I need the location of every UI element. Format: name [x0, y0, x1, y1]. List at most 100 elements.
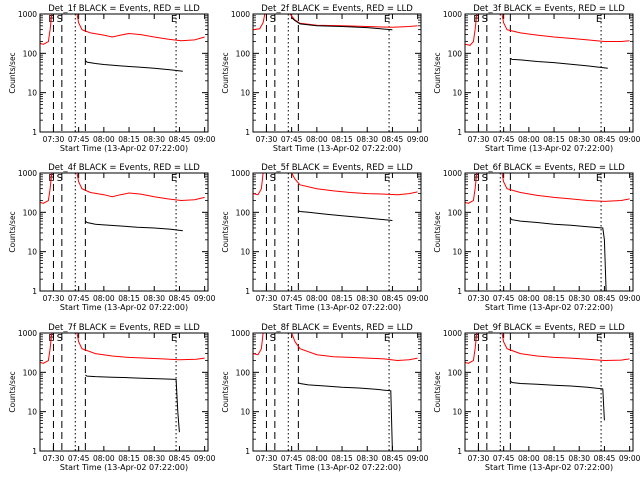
x-tick-label: 07:30 — [43, 294, 65, 303]
panel-title: Det_6f BLACK = Events, RED = LLD — [473, 163, 625, 173]
x-tick-label: 08:45 — [169, 294, 191, 303]
panel-title: Det_1f BLACK = Events, RED = LLD — [48, 4, 200, 14]
lld-series-line — [253, 173, 418, 196]
y-tick-label: 1 — [457, 287, 462, 296]
detector-panel: Det_7f BLACK = Events, RED = LLD 07:30 07:… — [8, 323, 216, 472]
x-tick-label: 07:45 — [281, 135, 303, 144]
panel-title: Det_3f BLACK = Events, RED = LLD — [473, 4, 625, 14]
x-tick-label: 08:00 — [93, 135, 115, 144]
y-tick-label: 1000 — [231, 169, 250, 178]
x-tick-label: 07:30 — [43, 135, 65, 144]
lld-series-line — [465, 333, 630, 364]
event-marker-label: E — [171, 173, 177, 184]
x-tick-label: 08:45 — [594, 454, 616, 463]
y-tick-label: 10 — [27, 89, 37, 98]
x-tick-label: 08:30 — [143, 454, 165, 463]
x-tick-label: 07:45 — [281, 454, 303, 463]
detector-panel: Det_9f BLACK = Events, RED = LLD 07:30 07:… — [433, 323, 640, 472]
x-tick-label: 07:30 — [256, 294, 278, 303]
x-tick-label: 08:00 — [306, 454, 328, 463]
x-tick-label: 07:45 — [493, 294, 515, 303]
event-marker-label: S — [270, 173, 276, 184]
y-tick-label: 100 — [23, 49, 38, 58]
x-axis-label: Start Time (13-Apr-02 07:22:00) — [485, 144, 613, 153]
y-axis-label: Counts/sec — [433, 371, 442, 412]
x-tick-label: 08:45 — [382, 135, 404, 144]
x-tick-label: 09:00 — [407, 135, 429, 144]
detector-panel: Det_3f BLACK = Events, RED = LLD 07:30 07:… — [433, 4, 640, 153]
event-marker-label: S — [270, 333, 276, 344]
x-tick-label: 08:00 — [93, 454, 115, 463]
events-series-line — [510, 218, 607, 291]
y-axis-label: Counts/sec — [433, 52, 442, 93]
x-tick-label: 08:00 — [93, 294, 115, 303]
panel-title: Det_5f BLACK = Events, RED = LLD — [261, 163, 413, 173]
y-tick-label: 10 — [27, 408, 37, 417]
x-tick-label: 07:45 — [68, 294, 90, 303]
event-marker-label: S — [270, 14, 276, 25]
x-tick-label: 08:15 — [543, 294, 565, 303]
y-axis-label: Counts/sec — [433, 211, 442, 252]
y-tick-label: 1 — [245, 128, 250, 137]
x-axis-label: Start Time (13-Apr-02 07:22:00) — [485, 463, 613, 472]
x-tick-label: 07:45 — [281, 294, 303, 303]
x-tick-label: 07:45 — [68, 454, 90, 463]
events-series-line — [510, 57, 608, 69]
x-tick-label: 09:00 — [407, 454, 429, 463]
plot-frame — [39, 172, 209, 292]
plot-frame — [39, 332, 209, 452]
plot-frame — [252, 332, 422, 452]
y-tick-label: 1 — [457, 447, 462, 456]
x-axis-label: Start Time (13-Apr-02 07:22:00) — [485, 303, 613, 312]
detector-panel: Det_1f BLACK = Events, RED = LLD 07:30 07:… — [8, 4, 216, 153]
event-marker-label: E — [171, 333, 177, 344]
lld-series-line — [40, 173, 205, 204]
panel-title: Det_7f BLACK = Events, RED = LLD — [48, 323, 200, 333]
y-tick-label: 100 — [23, 368, 38, 377]
x-tick-label: 08:45 — [169, 454, 191, 463]
x-tick-label: 08:15 — [543, 135, 565, 144]
x-tick-label: 07:30 — [256, 454, 278, 463]
x-axis-label: Start Time (13-Apr-02 07:22:00) — [273, 303, 401, 312]
y-tick-label: 1 — [245, 447, 250, 456]
x-tick-label: 08:30 — [568, 454, 590, 463]
y-tick-label: 10 — [452, 408, 462, 417]
events-series-line — [85, 60, 183, 72]
x-tick-label: 08:00 — [306, 294, 328, 303]
x-tick-label: 07:30 — [468, 294, 490, 303]
event-marker-label: E — [596, 173, 602, 184]
event-marker-label: S — [57, 14, 63, 25]
y-tick-label: 100 — [236, 49, 251, 58]
event-marker-label: E — [171, 14, 177, 25]
x-tick-label: 08:15 — [543, 454, 565, 463]
x-tick-label: 08:15 — [118, 294, 140, 303]
detector-panel: Det_8f BLACK = Events, RED = LLD 07:30 07:… — [221, 323, 429, 472]
x-tick-label: 08:15 — [331, 135, 353, 144]
y-axis-label: Counts/sec — [221, 52, 230, 93]
x-tick-label: 07:45 — [68, 135, 90, 144]
y-tick-label: 100 — [236, 368, 251, 377]
x-axis-label: Start Time (13-Apr-02 07:22:00) — [60, 463, 188, 472]
x-tick-label: 08:00 — [518, 135, 540, 144]
y-tick-label: 1000 — [18, 329, 37, 338]
events-series-line — [298, 382, 393, 451]
y-tick-label: 10 — [240, 248, 250, 257]
x-tick-label: 09:00 — [619, 135, 640, 144]
detector-panel: Det_2f BLACK = Events, RED = LLD 07:30 07:… — [221, 4, 429, 153]
y-axis-label: Counts/sec — [8, 371, 17, 412]
y-tick-label: 1 — [32, 447, 37, 456]
x-tick-label: 09:00 — [194, 454, 216, 463]
y-tick-label: 10 — [240, 89, 250, 98]
x-tick-label: 08:45 — [594, 294, 616, 303]
events-series-line — [85, 374, 180, 433]
x-tick-label: 08:30 — [356, 454, 378, 463]
x-tick-label: 08:45 — [382, 294, 404, 303]
y-tick-label: 100 — [236, 208, 251, 217]
y-tick-label: 1 — [32, 128, 37, 137]
x-tick-label: 08:30 — [143, 294, 165, 303]
plot-frame — [39, 13, 209, 133]
event-marker-label: E — [384, 173, 390, 184]
x-tick-label: 08:45 — [382, 454, 404, 463]
x-tick-label: 08:00 — [518, 454, 540, 463]
